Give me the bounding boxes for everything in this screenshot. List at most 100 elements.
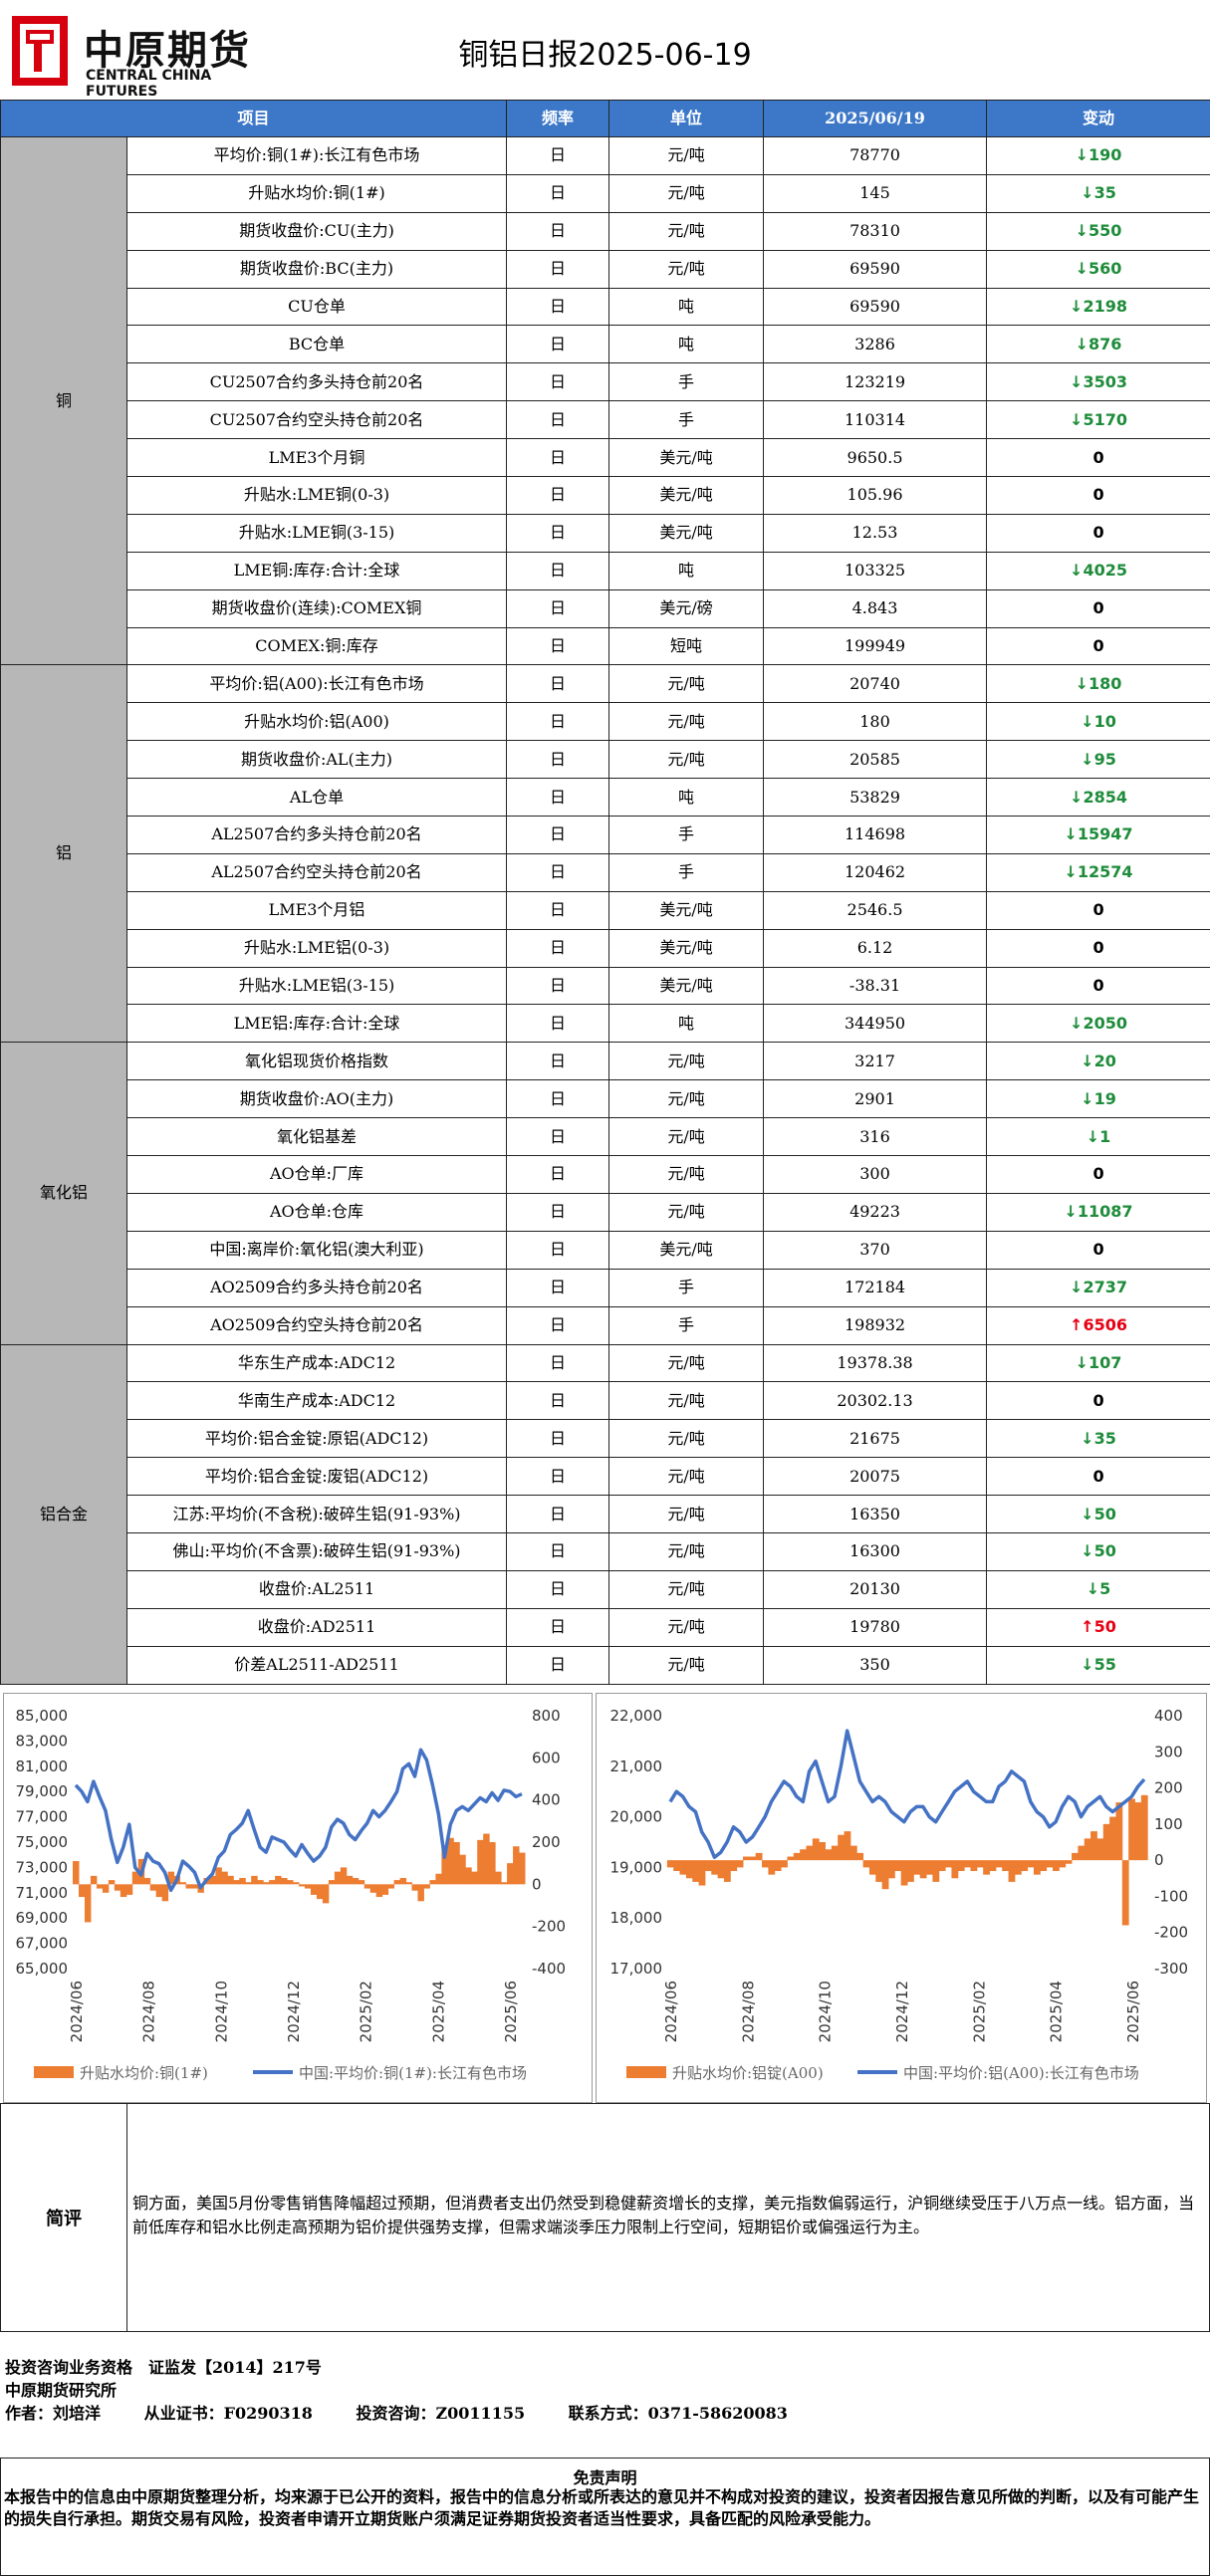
frequency-cell: 日: [506, 1531, 610, 1571]
frequency-cell: 日: [506, 702, 610, 742]
cert-number: 从业证书：F0290318: [143, 2404, 313, 2423]
value-cell: 69590: [763, 249, 988, 289]
area-bar: [913, 1860, 921, 1875]
x-tick-label: 2024/06: [68, 1981, 86, 2042]
change-value: 0: [1092, 485, 1104, 505]
change-cell: ↓1: [986, 1117, 1210, 1157]
unit-cell: 元/吨: [608, 211, 765, 251]
table-row: AO仓单:仓库日元/吨 49223 ↓11087: [1, 1192, 1210, 1232]
left-tick-label: 69,000: [16, 1909, 69, 1927]
area-bar: [704, 1860, 712, 1872]
area-bar: [730, 1860, 738, 1872]
area-bar: [736, 1860, 744, 1868]
arrow-down-icon: ↓: [1070, 371, 1084, 391]
table-row: 平均价:铝合金锭:原铝(ADC12) 日元/吨 21675 ↓35: [1, 1419, 1210, 1459]
x-tick-label: 2025/06: [1124, 1981, 1142, 2042]
change-cell: ↑6506: [986, 1305, 1210, 1345]
x-tick-label: 2024/12: [285, 1981, 303, 2042]
area-bar: [1084, 1838, 1091, 1861]
disclaimer-section: 免责声明 本报告中的信息由中原期货整理分析，均来源于已公开的资料，报告中的信息分…: [0, 2458, 1210, 2576]
left-tick-label: 18,000: [610, 1909, 663, 1927]
change-cell: ↓20: [986, 1042, 1210, 1081]
change-value: 550: [1089, 221, 1122, 241]
area-bar: [685, 1860, 693, 1879]
change-cell: ↓15947: [986, 816, 1210, 854]
right-tick-label: 0: [1154, 1851, 1164, 1869]
table-row: 收盘价:AD2511 日元/吨 19780 ↑50: [1, 1607, 1210, 1647]
table-row: 江苏:平均价(不含税):破碎生铝(91-93%) 日元/吨 16350 ↓50: [1, 1495, 1210, 1533]
area-bar: [1102, 1823, 1110, 1861]
area-bar: [964, 1860, 971, 1868]
area-bar: [698, 1860, 706, 1886]
area-bar: [233, 1880, 240, 1885]
table-row: BC仓单日吨 3286 ↓876: [1, 325, 1210, 364]
header-date: 2025/06/19: [763, 100, 988, 137]
x-tick-label: 2025/02: [358, 1981, 375, 2042]
change-cell: ↓3503: [986, 362, 1210, 402]
unit-cell: 手: [608, 362, 765, 402]
area-bar: [501, 1882, 508, 1885]
area-bar: [507, 1863, 514, 1885]
area-bar: [393, 1880, 401, 1885]
change-value: 0: [1092, 900, 1104, 920]
area-bar: [143, 1877, 151, 1885]
left-tick-label: 71,000: [16, 1884, 69, 1902]
frequency-cell: 日: [506, 1155, 610, 1194]
area-bar: [441, 1846, 448, 1885]
area-bar: [1096, 1838, 1104, 1861]
change-value: 4025: [1083, 561, 1127, 581]
item-cell: 氧化铝基差: [125, 1117, 508, 1157]
area-bar: [73, 1861, 80, 1885]
left-tick-label: 83,000: [16, 1732, 69, 1750]
area-bar: [1027, 1860, 1035, 1868]
right-tick-label: 200: [1154, 1779, 1183, 1797]
left-tick-label: 20,000: [610, 1808, 663, 1826]
table-row: LME铝:库存:合计:全球日吨 344950 ↓2050: [1, 1004, 1210, 1044]
change-cell: ↓19: [986, 1079, 1210, 1119]
area-bar: [957, 1860, 965, 1872]
area-bar: [1115, 1802, 1123, 1861]
area-bar: [945, 1860, 952, 1868]
frequency-cell: 日: [506, 1381, 610, 1421]
arrow-down-icon: ↓: [1086, 1126, 1100, 1146]
unit-cell: 元/吨: [608, 664, 765, 704]
change-cell: ↓876: [986, 325, 1210, 364]
frequency-cell: 日: [506, 1079, 610, 1119]
area-bar: [149, 1884, 157, 1891]
right-tick-label: -400: [532, 1960, 566, 1978]
area-bar: [287, 1880, 294, 1885]
area-bar: [970, 1860, 978, 1872]
unit-cell: 元/吨: [608, 1419, 765, 1459]
table-row: 平均价:铝合金锭:废铝(ADC12) 日元/吨 20075 0: [1, 1457, 1210, 1497]
change-value: 3503: [1083, 371, 1127, 391]
left-tick-label: 73,000: [16, 1858, 69, 1876]
area-bar: [692, 1860, 700, 1882]
change-value: 0: [1092, 447, 1104, 467]
item-cell: 升贴水:LME铝(0-3): [125, 928, 508, 968]
area-bar: [221, 1871, 228, 1885]
change-value: 0: [1092, 1390, 1104, 1410]
area-bar: [1002, 1860, 1010, 1872]
change-cell: ↓2737: [986, 1268, 1210, 1307]
table-row: AO2509合约空头持仓前20名日手 198932 ↑6506: [1, 1305, 1210, 1345]
value-cell: 350: [763, 1645, 988, 1685]
unit-cell: 元/吨: [608, 740, 765, 780]
commentary-text: 铜方面，美国5月份零售销售降幅超过预期，但消费者支出仍然受到稳健薪资增长的支撑，…: [132, 2194, 1195, 2236]
item-cell: 期货收盘价(连续):COMEX铜: [125, 588, 508, 628]
item-cell: AL2507合约多头持仓前20名: [125, 816, 508, 854]
change-value: 19: [1093, 1088, 1116, 1108]
unit-cell: 元/吨: [608, 1042, 765, 1081]
right-tick-label: 200: [532, 1833, 561, 1851]
frequency-cell: 日: [506, 1042, 610, 1081]
value-cell: 78770: [763, 136, 988, 175]
table-row: 升贴水:LME铜(3-15) 日美元/吨 12.53 0: [1, 513, 1210, 553]
table-row: AO仓单:厂库日元/吨 300 0: [1, 1155, 1210, 1194]
frequency-cell: 日: [506, 1495, 610, 1533]
institute-line: 中原期货研究所: [5, 2381, 118, 2400]
change-cell: ↓95: [986, 740, 1210, 780]
item-cell: 中国:离岸价:氧化铝(澳大利亚): [125, 1230, 508, 1270]
area-bar: [749, 1856, 757, 1861]
table-row: 期货收盘价:AL(主力) 日元/吨 20585 ↓95: [1, 740, 1210, 780]
data-table: 项目 频率 单位 2025/06/19 变动 铜平均价:铜(1#):长江有色市场…: [0, 100, 1210, 1685]
area-bar: [131, 1871, 139, 1885]
